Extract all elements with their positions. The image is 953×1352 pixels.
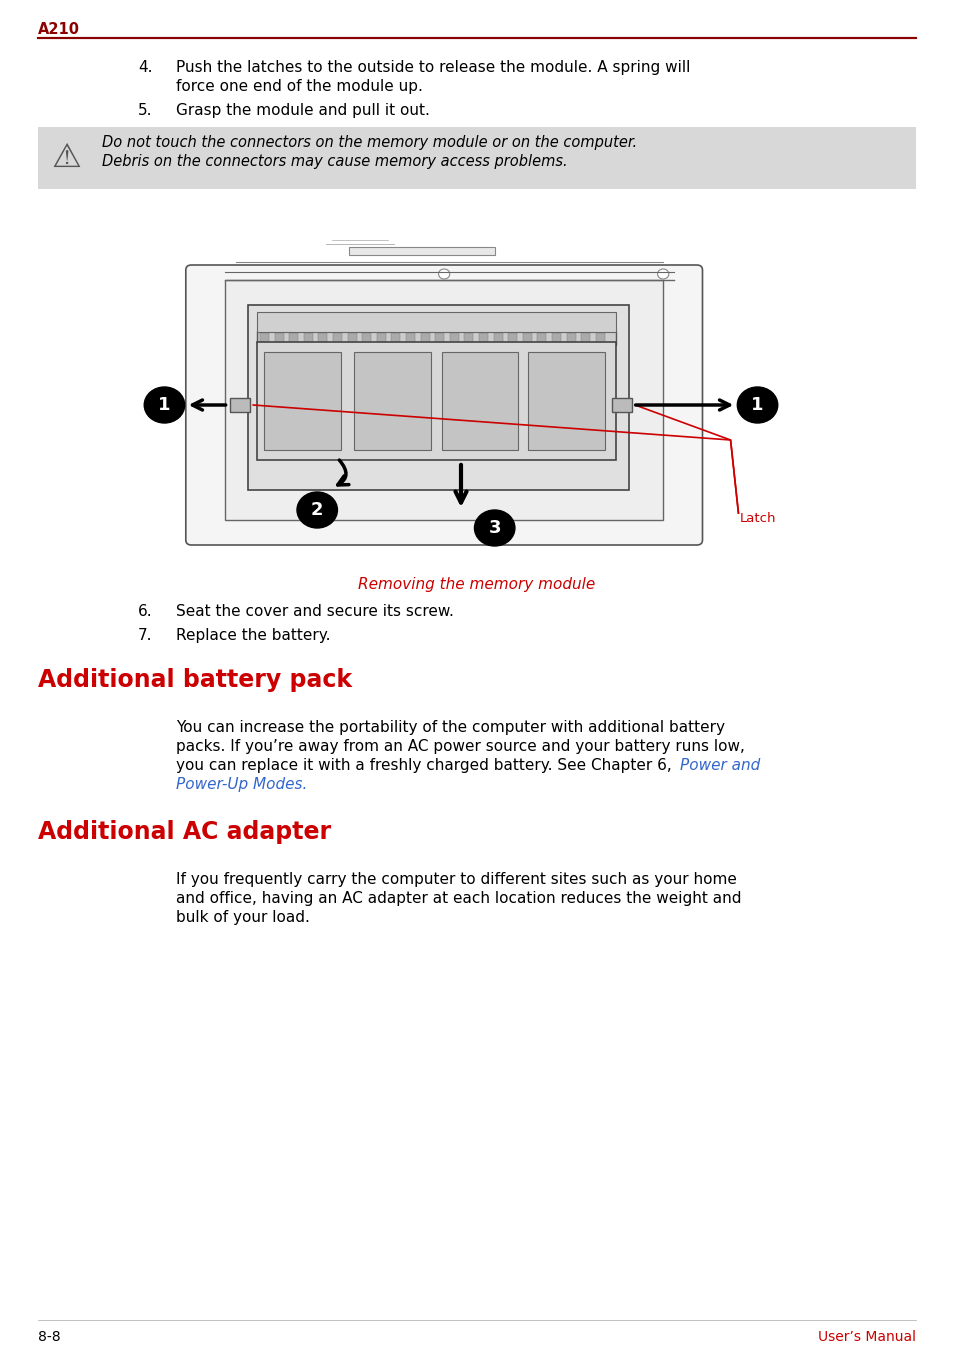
- Text: 1: 1: [158, 396, 171, 414]
- Bar: [347, 333, 356, 343]
- Bar: [256, 312, 616, 333]
- Bar: [537, 333, 546, 343]
- Text: packs. If you’re away from an AC power source and your battery runs low,: packs. If you’re away from an AC power s…: [175, 740, 744, 754]
- Bar: [348, 247, 495, 256]
- Text: User’s Manual: User’s Manual: [817, 1330, 915, 1344]
- Text: and office, having an AC adapter at each location reduces the weight and: and office, having an AC adapter at each…: [175, 891, 740, 906]
- Text: Additional AC adapter: Additional AC adapter: [38, 821, 331, 844]
- Bar: [225, 280, 662, 521]
- Bar: [528, 352, 604, 450]
- Text: Push the latches to the outside to release the module. A spring will: Push the latches to the outside to relea…: [175, 59, 690, 74]
- Bar: [256, 331, 616, 345]
- Text: 4.: 4.: [138, 59, 152, 74]
- Text: Seat the cover and secure its screw.: Seat the cover and secure its screw.: [175, 604, 454, 619]
- Bar: [274, 333, 283, 343]
- Text: Power-Up Modes.: Power-Up Modes.: [175, 777, 307, 792]
- Text: bulk of your load.: bulk of your load.: [175, 910, 310, 925]
- Bar: [566, 333, 575, 343]
- Bar: [318, 333, 327, 343]
- Bar: [354, 352, 430, 450]
- Bar: [435, 333, 444, 343]
- Bar: [420, 333, 429, 343]
- Bar: [441, 352, 517, 450]
- Circle shape: [474, 510, 515, 546]
- Bar: [333, 333, 341, 343]
- Bar: [264, 352, 340, 450]
- Bar: [289, 333, 297, 343]
- Bar: [596, 333, 604, 343]
- Bar: [259, 333, 269, 343]
- Bar: [464, 333, 473, 343]
- Text: A210: A210: [38, 22, 80, 37]
- Text: 7.: 7.: [138, 627, 152, 644]
- Text: 2: 2: [311, 502, 323, 519]
- Bar: [493, 333, 502, 343]
- Bar: [508, 333, 517, 343]
- Bar: [256, 342, 616, 460]
- Bar: [376, 333, 385, 343]
- Bar: [522, 333, 531, 343]
- Text: Removing the memory module: Removing the memory module: [358, 577, 595, 592]
- Text: Debris on the connectors may cause memory access problems.: Debris on the connectors may cause memor…: [102, 154, 567, 169]
- Text: 3: 3: [488, 519, 500, 537]
- Text: You can increase the portability of the computer with additional battery: You can increase the portability of the …: [175, 721, 724, 735]
- Circle shape: [296, 492, 337, 529]
- Text: Replace the battery.: Replace the battery.: [175, 627, 330, 644]
- Circle shape: [737, 387, 777, 423]
- Text: ⚠: ⚠: [51, 142, 81, 174]
- Text: you can replace it with a freshly charged battery. See Chapter 6,: you can replace it with a freshly charge…: [175, 758, 676, 773]
- Text: Do not touch the connectors on the memory module or on the computer.: Do not touch the connectors on the memor…: [102, 135, 637, 150]
- Bar: [303, 333, 313, 343]
- Bar: [362, 333, 371, 343]
- Text: Additional battery pack: Additional battery pack: [38, 668, 352, 692]
- Text: 1: 1: [751, 396, 763, 414]
- Circle shape: [657, 269, 668, 279]
- Text: 6.: 6.: [138, 604, 152, 619]
- Text: Latch: Latch: [739, 511, 775, 525]
- Bar: [449, 333, 458, 343]
- Bar: [580, 333, 590, 343]
- FancyBboxPatch shape: [186, 265, 701, 545]
- Bar: [478, 333, 487, 343]
- Text: If you frequently carry the computer to different sites such as your home: If you frequently carry the computer to …: [175, 872, 736, 887]
- Text: force one end of the module up.: force one end of the module up.: [175, 78, 422, 95]
- Text: 5.: 5.: [138, 103, 152, 118]
- Bar: [611, 397, 631, 412]
- Bar: [230, 397, 250, 412]
- Bar: [248, 306, 629, 489]
- Bar: [406, 333, 415, 343]
- Circle shape: [144, 387, 185, 423]
- Bar: [552, 333, 560, 343]
- Text: 8-8: 8-8: [38, 1330, 61, 1344]
- Bar: [391, 333, 400, 343]
- Circle shape: [438, 269, 449, 279]
- FancyBboxPatch shape: [38, 127, 915, 189]
- Text: Grasp the module and pull it out.: Grasp the module and pull it out.: [175, 103, 430, 118]
- Text: Power and: Power and: [679, 758, 760, 773]
